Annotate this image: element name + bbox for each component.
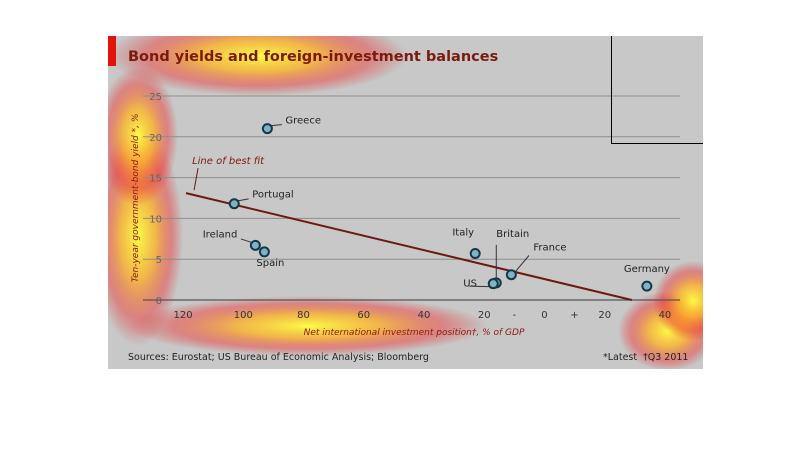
x-tick-label: 0 <box>541 310 547 321</box>
y-tick-label: 10 <box>149 214 162 225</box>
best-fit-leader <box>193 168 199 191</box>
point-us: US <box>463 278 499 290</box>
y-tick-label: 0 <box>156 296 162 307</box>
point-label: Italy <box>452 227 474 238</box>
brand-accent-bar <box>108 36 116 66</box>
point-leader <box>514 255 530 273</box>
point-ireland: Ireland <box>203 229 261 251</box>
data-points: Greece Portugal Ireland Spain Italy Britain Fr… <box>203 116 670 292</box>
point-marker <box>258 246 270 258</box>
x-tick-label: + <box>570 310 578 321</box>
x-tick-label: 40 <box>418 310 431 321</box>
point-france: France <box>505 243 567 281</box>
point-marker <box>249 239 261 251</box>
x-tick-label: - <box>513 310 517 321</box>
y-tick-label: 15 <box>149 174 162 185</box>
footnote-period: †Q3 2011 <box>643 352 689 363</box>
y-tick-label: 25 <box>149 92 162 103</box>
point-label: US <box>463 279 477 290</box>
attention-overlay <box>108 36 703 369</box>
heat-blob <box>108 36 408 96</box>
point-label: Ireland <box>203 229 238 240</box>
point-marker <box>641 280 653 292</box>
point-marker <box>487 278 499 290</box>
point-leader <box>469 285 490 288</box>
x-tick-label: 20 <box>598 310 611 321</box>
point-marker <box>505 269 517 281</box>
point-germany: Germany <box>624 264 670 292</box>
source-note: Sources: Eurostat; US Bureau of Economic… <box>128 352 429 363</box>
heat-blob <box>108 66 178 206</box>
y-axis-ticks: 0 5 10 15 20 25 <box>149 92 162 307</box>
x-tick-label: 80 <box>297 310 310 321</box>
point-marker <box>469 247 481 259</box>
y-axis-label: Ten-year government-bond yield *, % <box>131 114 141 283</box>
x-tick-label: 60 <box>357 310 370 321</box>
heat-blob <box>128 296 488 356</box>
point-leader <box>238 198 249 202</box>
best-fit-line <box>185 192 633 301</box>
x-tick-label: 120 <box>174 310 193 321</box>
inset-box <box>611 36 703 144</box>
point-marker <box>228 198 240 210</box>
heat-blob <box>653 261 703 341</box>
y-tick-label: 5 <box>156 255 162 266</box>
x-axis-ticks: 120 100 80 60 40 20 - 0 +20 40 <box>174 310 672 321</box>
gridlines <box>143 95 680 260</box>
point-label: Spain <box>256 258 284 269</box>
x-tick-label: 100 <box>234 310 253 321</box>
footnote-latest: *Latest <box>603 352 638 363</box>
chart-title: Bond yields and foreign-investment balan… <box>128 49 499 65</box>
point-label: Germany <box>624 264 670 275</box>
point-leader <box>271 124 282 127</box>
point-spain: Spain <box>256 246 284 269</box>
x-tick-label: 40 <box>659 310 672 321</box>
point-marker <box>261 123 273 135</box>
best-fit-label: Line of best fit <box>192 156 265 167</box>
point-label: France <box>533 243 566 254</box>
point-greece: Greece <box>261 116 321 135</box>
x-tick-label: 20 <box>478 310 491 321</box>
point-label: Greece <box>285 116 321 127</box>
x-axis-label: Net international investment position†, … <box>304 328 525 338</box>
point-label: Britain <box>496 229 529 240</box>
point-leader <box>240 238 252 243</box>
point-portugal: Portugal <box>228 190 294 210</box>
chart-svg: 0 5 10 15 20 25 120 100 80 60 40 20 - 0 +20 40 Line of… <box>108 36 703 369</box>
chart-figure: 0 5 10 15 20 25 120 100 80 60 40 20 - 0 +20 40 Line of… <box>108 36 703 369</box>
y-tick-label: 20 <box>149 133 162 144</box>
point-italy: Italy <box>452 227 481 259</box>
point-label: Portugal <box>252 190 293 201</box>
